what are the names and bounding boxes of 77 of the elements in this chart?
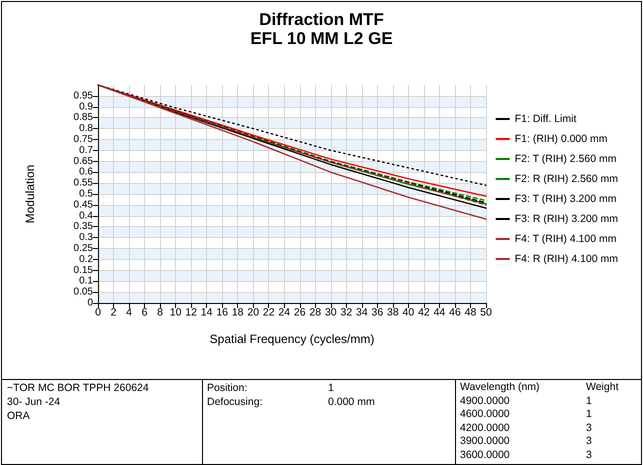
x-tick-label: 42 bbox=[418, 306, 430, 318]
text: Weight bbox=[586, 381, 618, 393]
y-tick-label: 0.1 bbox=[79, 276, 94, 287]
legend-label: F4: R (RIH) 4.100 mm bbox=[514, 253, 618, 265]
chart-title: Diffraction MTF bbox=[259, 10, 384, 29]
x-tick-label: 14 bbox=[200, 306, 213, 318]
y-tick-label: 0.75 bbox=[74, 134, 94, 145]
y-tick-label: 0.45 bbox=[74, 199, 94, 210]
text: 0.000 mm bbox=[328, 396, 375, 408]
text: 1 bbox=[586, 408, 592, 420]
x-tick-label: 22 bbox=[262, 306, 275, 318]
x-tick-label: 28 bbox=[309, 306, 322, 318]
x-tick-label: 38 bbox=[387, 306, 399, 318]
x-tick-label: 8 bbox=[157, 306, 164, 318]
x-tick-label: 18 bbox=[232, 306, 244, 318]
x-tick-label: 40 bbox=[402, 306, 414, 318]
y-tick-label: 0.5 bbox=[79, 188, 94, 200]
text: ~TOR MC BOR TPPH 260624 bbox=[7, 382, 149, 394]
y-tick-label: 0.7 bbox=[79, 144, 94, 156]
y-tick-label: 0.05 bbox=[74, 286, 94, 298]
y-tick-label: 0.85 bbox=[74, 112, 94, 124]
x-tick-label: 4 bbox=[126, 306, 132, 318]
x-tick-label: 6 bbox=[142, 306, 148, 318]
x-tick-label: 26 bbox=[294, 306, 306, 318]
y-tick-label: 0.65 bbox=[74, 156, 94, 167]
x-tick-label: 20 bbox=[247, 306, 260, 318]
x-tick-label: 44 bbox=[434, 306, 446, 318]
x-tick-label: 10 bbox=[170, 306, 182, 318]
text: 4600.0000 bbox=[460, 408, 510, 420]
y-tick-label: 0.6 bbox=[79, 166, 94, 178]
y-tick-label: 0.55 bbox=[74, 178, 94, 189]
y-tick-label: 0.25 bbox=[74, 243, 94, 254]
legend-label: F4: T (RIH) 4.100 mm bbox=[514, 233, 617, 245]
y-tick-label: 0.4 bbox=[79, 210, 94, 222]
y-tick-label: 0.8 bbox=[79, 123, 94, 134]
x-tick-label: 48 bbox=[464, 306, 476, 318]
text: Wavelength (nm) bbox=[460, 381, 540, 393]
text: 1 bbox=[586, 394, 592, 406]
legend-label: F3: T (RIH) 3.200 mm bbox=[514, 193, 617, 205]
x-tick-label: 34 bbox=[356, 306, 368, 318]
text: Position: bbox=[207, 382, 248, 394]
legend-label: F1: Diff. Limit bbox=[514, 113, 576, 125]
y-tick-label: 0.15 bbox=[74, 264, 94, 276]
legend-label: F2: R (RIH) 2.560 mm bbox=[514, 173, 618, 185]
text: 3 bbox=[586, 435, 592, 447]
x-tick-label: 0 bbox=[95, 306, 102, 318]
x-tick-label: 50 bbox=[480, 306, 492, 318]
legend-label: F3: R (RIH) 3.200 mm bbox=[514, 213, 618, 225]
text: 30- Jun -24 bbox=[7, 396, 60, 408]
text: ORA bbox=[7, 410, 30, 422]
legend-label: F2: T (RIH) 2.560 mm bbox=[514, 153, 617, 165]
x-tick-label: 36 bbox=[372, 306, 384, 318]
text: 4200.0000 bbox=[460, 422, 510, 434]
x-tick-label: 16 bbox=[216, 306, 228, 318]
text: 3 bbox=[586, 422, 592, 434]
y-tick-label: 0 bbox=[87, 298, 94, 308]
x-tick-label: 46 bbox=[449, 306, 461, 318]
text: 4900.0000 bbox=[460, 394, 510, 406]
x-tick-label: 12 bbox=[185, 306, 198, 318]
x-tick-label: 32 bbox=[340, 306, 352, 318]
x-axis-title: Spatial Frequency (cycles/mm) bbox=[210, 332, 374, 346]
y-tick-label: 0.9 bbox=[79, 101, 94, 112]
text: 3900.0000 bbox=[460, 435, 510, 447]
x-tick-label: 24 bbox=[278, 306, 290, 318]
y-axis-title: Modulation bbox=[23, 164, 37, 224]
text: Defocusing: bbox=[207, 396, 262, 408]
x-tick-label: 2 bbox=[110, 306, 117, 318]
y-tick-label: 0.2 bbox=[79, 254, 94, 265]
y-tick-label: 0.95 bbox=[74, 90, 94, 102]
y-tick-label: 0.35 bbox=[74, 221, 94, 232]
legend-label: F1: (RIH) 0.000 mm bbox=[514, 133, 608, 145]
chart-subtitle: EFL 10 MM L2 GE bbox=[250, 29, 393, 48]
x-tick-label: 30 bbox=[324, 306, 337, 318]
y-tick-label: 0.3 bbox=[79, 232, 94, 244]
text: 3 bbox=[586, 448, 592, 460]
text: 1 bbox=[328, 382, 334, 394]
text: 3600.0000 bbox=[460, 448, 510, 460]
